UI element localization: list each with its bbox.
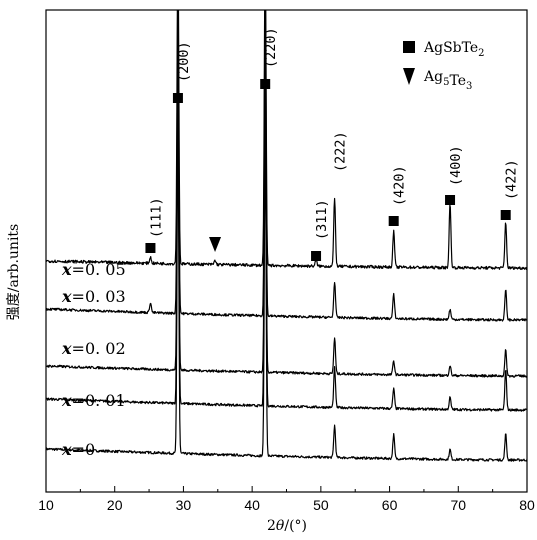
legend-entry: AgSbTe2 [423,40,485,59]
series-label-eq: = [72,339,85,358]
series-label-var: x [61,287,72,306]
series-label-val: 0. 03 [85,287,126,306]
xrd-trace-x-0-05 [46,10,527,271]
legend-square-icon [403,41,415,53]
agsbte2-marker [260,79,271,89]
xrd-trace-x-0 [46,137,527,462]
miller-index-label: (420) [392,165,408,206]
miller-index-label: (111) [148,197,164,238]
legend-text-part: Te [449,73,466,89]
series-labels: x=0x=0. 01x=0. 02x=0. 03x=0. 05 [61,260,126,459]
series-label-val: 0 [85,440,95,459]
x-tick-label: 80 [519,497,535,513]
series-label-val: 0. 02 [85,339,126,358]
series-label-eq: = [72,287,85,306]
legend-subscript: 3 [466,81,472,92]
agsbte2-marker [145,243,156,253]
y-axis-label: 强度/arb.units [6,224,22,321]
agsbte2-marker [500,210,511,220]
x-tick-label: 60 [382,497,398,513]
series-label-val: 0. 05 [85,260,126,279]
legend-text-part: AgSbTe [423,40,478,56]
legend-triangle-icon [403,68,415,85]
x-tick-label: 30 [176,497,192,513]
series-label-var: x [61,339,72,358]
series-label-var: x [61,440,72,459]
miller-index-label: (400) [448,145,464,186]
x-tick-label: 40 [244,497,260,513]
x-tick-label: 10 [38,497,54,513]
miller-index-label: (200) [176,41,192,82]
miller-index-label: (222) [333,131,349,172]
legend-entry: Ag5Te3 [423,69,472,92]
agsbte2-marker [388,216,399,226]
legend-text-part: Ag [423,69,443,85]
series-label-eq: = [72,440,85,459]
agsbte2-marker [172,93,183,103]
peak-annotations: (111) (200) (220) (311) (222) (420) (400) (422) [145,27,520,261]
legend: AgSbTe2 Ag5Te3 [403,40,485,92]
agsbte2-marker [445,195,456,205]
series-label: x=0. 02 [61,339,126,358]
xrd-traces [46,10,527,462]
series-label-val: 0. 01 [85,391,126,410]
xrd-trace-x-0-03 [46,10,527,322]
legend-subscript: 5 [443,77,449,88]
x-tick-label: 20 [107,497,123,513]
agsbte2-marker [311,251,322,261]
legend-subscript: 2 [478,48,484,59]
miller-index-label: (311) [314,199,330,240]
miller-index-label: (220) [263,27,279,68]
x-axis-label: 2θ/(°) [267,518,307,534]
series-label-var: x [61,391,72,410]
series-label: x=0 [61,440,95,459]
xrd-trace-x-0-02 [46,54,527,378]
series-label: x=0. 05 [61,260,126,279]
series-label-var: x [61,260,72,279]
x-tick-label: 70 [450,497,466,513]
series-label-eq: = [72,391,85,410]
xrd-trace-x-0-01 [46,87,527,412]
x-tick-label: 50 [313,497,329,513]
x-axis-ticks: 10 20 30 40 50 60 70 80 [38,486,535,513]
miller-index-label: (422) [504,159,520,200]
series-label: x=0. 03 [61,287,126,306]
series-label-eq: = [72,260,85,279]
ag5te3-marker [209,237,222,252]
series-label: x=0. 01 [61,391,126,410]
